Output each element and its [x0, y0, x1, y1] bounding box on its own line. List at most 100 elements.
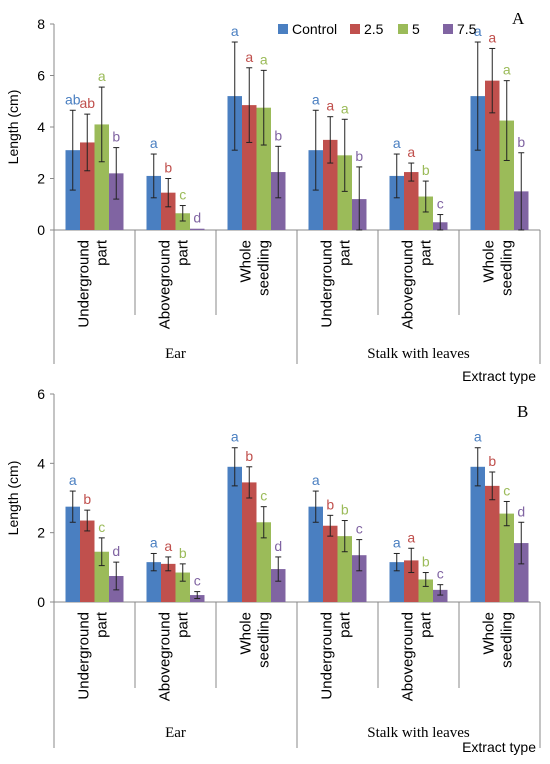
panel-b-significance-label: c	[437, 566, 444, 582]
panel-b-category-label: part	[94, 611, 111, 638]
panel-b-bar	[227, 466, 242, 602]
panel-a-y-tick-label: 4	[37, 119, 45, 135]
panel-a-significance-label: b	[355, 148, 363, 164]
panel-a-category-label: part	[418, 239, 435, 266]
panel-b-significance-label: b	[341, 502, 349, 518]
panel-a-significance-label: a	[245, 49, 253, 65]
panel-b-significance-label: b	[488, 453, 496, 469]
panel-a-bar	[227, 96, 242, 230]
panel-b-bar	[256, 522, 271, 602]
panel-a-significance-label: a	[260, 51, 268, 67]
panel-b-y-tick-label: 4	[37, 455, 45, 471]
panel-b-bar	[337, 536, 352, 602]
panel-a-bar	[470, 96, 485, 230]
panel-b-bar	[499, 513, 514, 602]
panel-b-bar	[94, 551, 109, 602]
panel-b-y-tick-label: 6	[37, 386, 45, 402]
panel-a-category-label: part	[175, 239, 192, 266]
panel-b-category-label: part	[175, 611, 192, 638]
panel-b-category-label: seedling	[499, 612, 516, 668]
panel-a-significance-label: c	[179, 187, 186, 203]
panel-a-y-tick-label: 0	[37, 222, 45, 238]
panel-a-bar	[175, 213, 190, 230]
panel-b-significance-label: a	[231, 429, 239, 445]
panel-b-bar	[389, 562, 404, 602]
panel-b-category-label: part	[337, 611, 354, 638]
panel-b-category-label: part	[418, 611, 435, 638]
panel-a-category-label: Whole	[481, 240, 498, 283]
panel-b-bar	[323, 525, 338, 602]
panel-b-bar	[146, 562, 161, 602]
panel-b-category-label: Underground	[76, 612, 93, 700]
panel-a-y-tick-label: 8	[37, 16, 45, 32]
panel-b-group-label: Ear	[165, 725, 186, 741]
panel-a-bar	[146, 175, 161, 230]
panel-a-bar	[404, 172, 419, 230]
panel-b-significance-label: d	[517, 503, 525, 519]
panel-a-bar	[337, 155, 352, 230]
panel-a-panel-label: A	[512, 9, 525, 28]
panel-a-bar	[242, 105, 257, 230]
panel-b-significance-label: d	[112, 543, 120, 559]
panel-a-bar	[256, 107, 271, 230]
panel-a-legend-swatch	[278, 24, 288, 34]
panel-b-bar	[308, 506, 323, 602]
panel-b-y-axis-label: Length (cm)	[5, 461, 21, 536]
panel-a-significance-label: c	[437, 196, 444, 212]
panel-a-bar	[323, 139, 338, 230]
panel-a-category-label: seedling	[499, 240, 516, 296]
panel-b-bar	[242, 482, 257, 602]
panel-b-significance-label: b	[179, 545, 187, 561]
panel-a-significance-label: a	[312, 91, 320, 107]
panel-a-bar	[499, 120, 514, 230]
panel-a-significance-label: a	[393, 135, 401, 151]
panel-a-significance-label: a	[488, 29, 496, 45]
panel-b-bar	[80, 520, 95, 602]
panel-a-bar	[389, 175, 404, 230]
panel-a-significance-label: a	[231, 23, 239, 39]
panel-a-group-label: Stalk with leaves	[367, 346, 470, 362]
panel-b-bar	[433, 589, 448, 602]
panel-b-significance-label: a	[69, 472, 77, 488]
panel-b-significance-label: c	[503, 482, 510, 498]
panel-b-significance-label: d	[274, 538, 282, 554]
panel-a-significance-label: ab	[65, 91, 81, 107]
panel-b-category-label: Aboveground	[157, 612, 174, 701]
panel-b-significance-label: a	[474, 429, 482, 445]
panel-b-bar	[485, 485, 500, 602]
panel-b-bar	[65, 506, 80, 602]
panel-a-legend-label: 2.5	[364, 21, 384, 37]
panel-b-significance-label: b	[245, 448, 253, 464]
panel-a-significance-label: a	[341, 100, 349, 116]
panel-a-bar	[418, 196, 433, 230]
panel-b-group-label: Stalk with leaves	[367, 725, 470, 741]
panel-a-significance-label: b	[274, 127, 282, 143]
panel-a-legend-label: Control	[292, 21, 337, 37]
panel-b-bar	[404, 560, 419, 602]
panel-a-significance-label: a	[503, 62, 511, 78]
panel-a-legend-swatch	[350, 24, 360, 34]
panel-b-significance-label: c	[260, 488, 267, 504]
panel-a-bar	[190, 228, 205, 230]
panel-b-significance-label: a	[393, 534, 401, 550]
panel-a-y-tick-label: 6	[37, 68, 45, 84]
panel-b-significance-label: b	[326, 496, 334, 512]
panel-a-x-axis-label: Extract type	[462, 368, 536, 384]
panel-a-significance-label: a	[474, 23, 482, 39]
panel-b-bar	[271, 569, 286, 602]
panel-a-y-tick-label: 2	[37, 171, 45, 187]
panel-b-bar	[161, 563, 176, 602]
panel-b-category-label: Whole	[481, 612, 498, 655]
panel-a-category-label: Underground	[76, 240, 93, 328]
panel-a-legend-swatch	[398, 24, 408, 34]
panel-a-significance-label: b	[422, 162, 430, 178]
panel-a-category-label: part	[337, 239, 354, 266]
panel-a-bar	[80, 142, 95, 230]
panel-b-bar	[352, 555, 367, 602]
panel-a-significance-label: b	[112, 129, 120, 145]
panel-b-x-axis-label: Extract type	[462, 739, 536, 755]
panel-a-bar	[109, 173, 124, 230]
panel-b-category-label: Whole	[238, 612, 255, 655]
panel-b-bar	[175, 572, 190, 602]
